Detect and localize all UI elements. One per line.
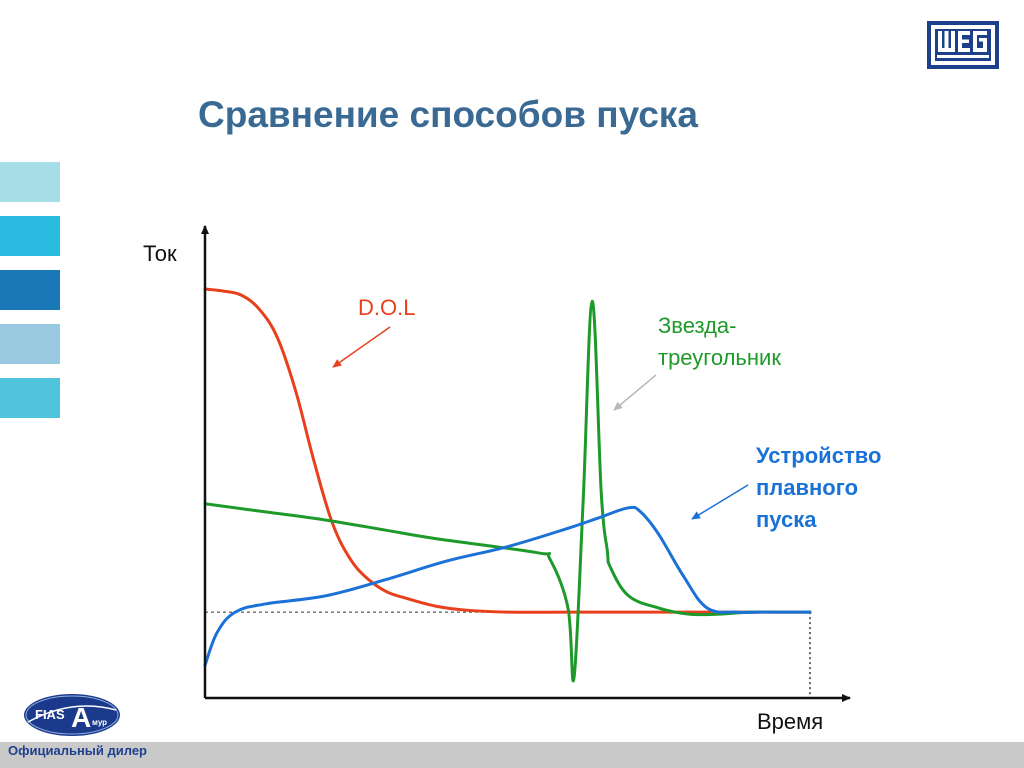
side-bar-5: [0, 378, 60, 418]
starting-methods-chart: [201, 225, 851, 702]
series-label-dol: D.O.L: [358, 295, 416, 320]
page-title: Сравнение способов пуска: [198, 94, 698, 135]
fias-amur-logo: FIAS A мур: [24, 694, 120, 736]
side-bar-2: [0, 216, 60, 256]
x-axis-label: Время: [757, 709, 824, 734]
series-line-1: [203, 299, 812, 683]
star-delta-pointer-arrow: [613, 374, 657, 411]
official-dealer-text: Официальный дилер: [8, 743, 148, 758]
side-bar-3: [0, 270, 60, 310]
series-line-0: [203, 287, 812, 614]
side-bar-1: [0, 162, 60, 202]
series-label-soft-starter: Устройство плавного пуска: [756, 443, 882, 532]
series-line-2: [203, 505, 812, 667]
y-axis-label: Ток: [143, 241, 177, 266]
weg-logo: [927, 21, 999, 69]
fias-logo-text: FIAS: [35, 707, 65, 722]
soft-starter-pointer-arrow: [691, 484, 749, 520]
fias-logo-a: A: [71, 702, 91, 733]
dol-pointer-arrow: [332, 326, 391, 368]
footer-strip: [0, 742, 1024, 768]
side-bar-4: [0, 324, 60, 364]
fias-logo-small: мур: [92, 718, 107, 727]
series-label-star-delta: Звезда- треугольник: [658, 313, 781, 370]
